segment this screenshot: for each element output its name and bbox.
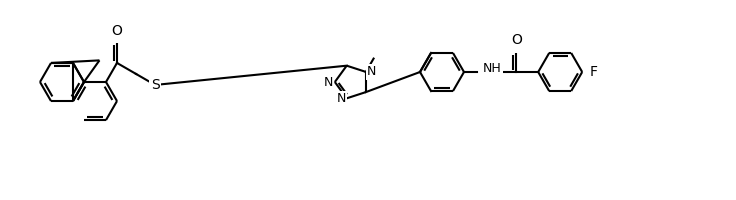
- Text: S: S: [151, 78, 160, 92]
- Text: N: N: [323, 75, 333, 88]
- Text: O: O: [511, 33, 522, 47]
- Text: F: F: [590, 65, 597, 79]
- Text: NH: NH: [484, 62, 502, 75]
- Text: N: N: [336, 92, 346, 105]
- Text: N: N: [367, 65, 376, 78]
- Text: O: O: [112, 24, 122, 38]
